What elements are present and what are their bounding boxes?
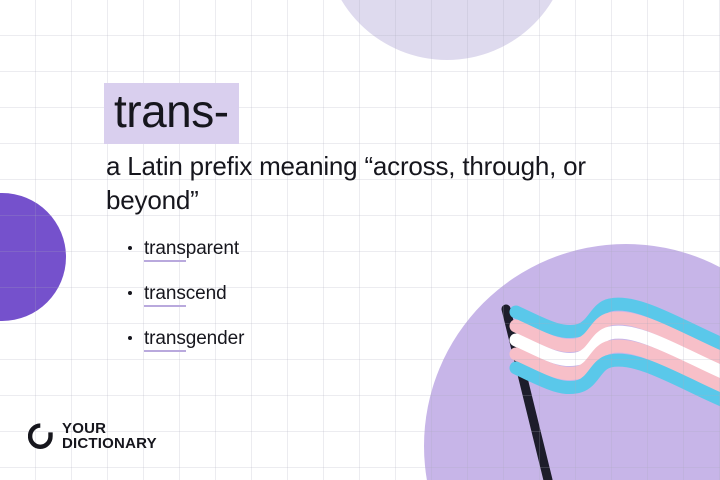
list-item: transparent (126, 237, 244, 262)
example-list: transparent transcend transgender (126, 237, 245, 352)
logo-line-2: DICTIONARY (62, 435, 157, 453)
flag-stripe-blue-bottom (509, 353, 720, 407)
list-item: transgender (126, 327, 245, 352)
example-rest: parent (185, 238, 240, 259)
definition-text: a Latin prefix meaning “across, through,… (106, 151, 586, 215)
transgender-flag-illustration (470, 280, 720, 480)
page-title: trans- (104, 83, 239, 145)
flag-stripe-pink-top (509, 311, 720, 365)
ring-logo-icon (28, 423, 53, 449)
bullet-icon (128, 290, 132, 295)
flag-stripe-white (509, 325, 720, 379)
flag-stripe-pink-bottom (509, 339, 720, 393)
flag-stripe-blue-top (509, 297, 720, 351)
example-prefix: trans (144, 282, 186, 307)
brand-logo: YOUR DICTIONARY (28, 421, 157, 452)
example-prefix: trans (144, 238, 186, 262)
headword-container: trans- (104, 83, 239, 145)
list-item: transcend (126, 282, 244, 307)
example-prefix: trans (144, 327, 186, 352)
logo-line-1: YOUR (62, 420, 107, 437)
bullet-icon (128, 246, 132, 250)
example-rest: cend (185, 282, 227, 304)
example-rest: gender (185, 327, 245, 349)
bullet-icon (128, 335, 132, 340)
logo-wordmark: YOUR DICTIONARY (62, 421, 157, 452)
